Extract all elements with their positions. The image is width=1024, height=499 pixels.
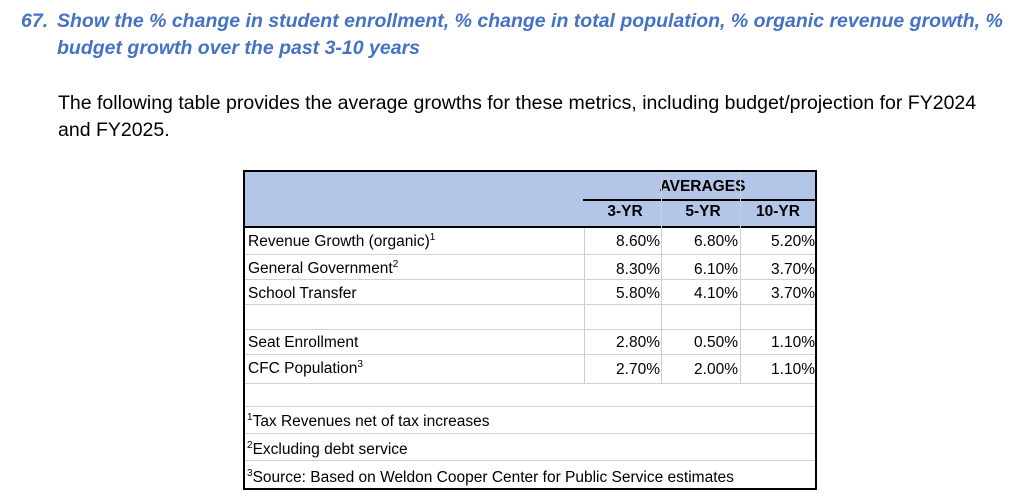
row-label: School Transfer [248, 285, 357, 303]
table-cell: 0.50% [694, 334, 738, 351]
table-cell: 3.70% [771, 261, 815, 278]
row-divider [245, 406, 815, 407]
column-header-3yr: 3-YR [607, 203, 643, 220]
table-cell: 1.10% [771, 361, 815, 378]
table-cell: 4.10% [694, 285, 738, 302]
intro-paragraph: The following table provides the average… [58, 92, 977, 141]
question-number: 67. [21, 10, 49, 32]
footnote-marker: 2 [392, 258, 399, 270]
row-divider [245, 460, 815, 461]
row-label-text: School Transfer [248, 285, 357, 302]
table-cell: 6.80% [694, 233, 738, 250]
column-header-5yr: 5-YR [685, 203, 721, 220]
table-cell: 1.10% [771, 334, 815, 351]
column-divider [584, 228, 585, 383]
row-divider [245, 254, 815, 255]
table-cell: 8.30% [616, 261, 660, 278]
averages-group-header: AVERAGES [659, 178, 746, 195]
row-label: Revenue Growth (organic)1 [248, 231, 436, 251]
table-cell: 3.70% [771, 285, 815, 302]
footnote-marker: 1 [429, 231, 436, 243]
footnote-text: Excluding debt service [252, 441, 408, 458]
averages-table: AVERAGES 3-YR 5-YR 10-YR Revenue Growth … [243, 170, 817, 490]
column-header-10yr: 10-YR [756, 203, 800, 220]
footnote-marker: 2 [247, 439, 253, 451]
column-divider [740, 172, 741, 383]
footnote-marker: 1 [247, 411, 253, 423]
row-divider [245, 329, 815, 330]
table-cell: 5.20% [771, 233, 815, 250]
row-divider [245, 433, 815, 434]
footnote-text: Source: Based on Weldon Cooper Center fo… [252, 469, 734, 486]
table-cell: 2.00% [694, 361, 738, 378]
footnote: 1Tax Revenues net of tax increases [247, 411, 490, 431]
row-label-text: CFC Population [248, 360, 358, 377]
table-cell: 8.60% [616, 233, 660, 250]
footnote-text: Tax Revenues net of tax increases [252, 413, 490, 430]
table-cell: 5.80% [616, 285, 660, 302]
footnote: 3Source: Based on Weldon Cooper Center f… [247, 467, 734, 487]
row-divider [245, 354, 815, 355]
row-label-text: Seat Enrollment [248, 334, 359, 351]
column-divider [661, 172, 662, 383]
row-label: CFC Population3 [248, 358, 363, 378]
question-text: Show the % change in student enrollment,… [57, 10, 1003, 59]
footnote: 2Excluding debt service [247, 439, 408, 459]
row-label-text: Revenue Growth (organic) [248, 233, 430, 250]
table-cell: 2.80% [616, 334, 660, 351]
table-header: AVERAGES 3-YR 5-YR 10-YR [245, 172, 815, 228]
question-heading: 67. Show the % change in student enrollm… [21, 8, 1011, 62]
row-label: General Government2 [248, 258, 399, 278]
table-cell: 2.70% [616, 361, 660, 378]
footnote-marker: 3 [357, 358, 363, 370]
header-underline [583, 199, 815, 201]
row-label-text: General Government [248, 260, 393, 277]
row-label: Seat Enrollment [248, 334, 358, 352]
row-divider [245, 304, 815, 305]
row-divider [245, 383, 815, 384]
row-divider [245, 279, 815, 280]
footnote-marker: 3 [247, 467, 253, 479]
table-cell: 6.10% [694, 261, 738, 278]
